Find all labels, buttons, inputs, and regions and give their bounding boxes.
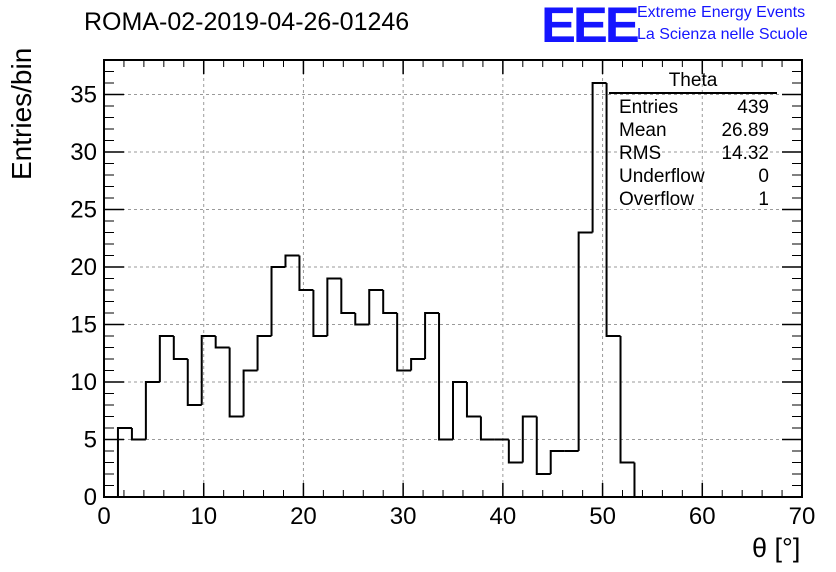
histogram-bin	[256, 335, 272, 371]
histogram-bin	[521, 415, 537, 463]
histogram-bin	[452, 381, 467, 440]
x-axis-label: θ [°]	[752, 533, 801, 563]
histogram-bin	[591, 82, 607, 233]
histogram-bin	[116, 427, 132, 497]
stats-value: 26.89	[721, 120, 769, 141]
logo-mark: EEE	[541, 0, 640, 53]
stats-label: Entries	[619, 97, 679, 118]
histogram-bin	[214, 336, 230, 349]
histogram-bin	[577, 231, 593, 451]
histogram-bin	[368, 289, 384, 325]
histogram-bin	[619, 336, 635, 464]
x-tick-label: 40	[490, 503, 517, 530]
histogram-bin	[465, 382, 481, 418]
y-tick-label: 20	[70, 254, 97, 281]
stats-value: 1	[758, 189, 769, 210]
histogram-bin	[242, 369, 258, 417]
chart-title: ROMA-02-2019-04-26-01246	[84, 8, 410, 36]
histogram-bin	[424, 312, 440, 359]
histogram-bin	[228, 347, 244, 418]
logo-line-2: La Scienza nelle Scuole	[637, 26, 808, 43]
stats-label: Overflow	[619, 189, 694, 210]
y-tick-label: 30	[70, 139, 97, 166]
stats-value: 0	[758, 166, 769, 187]
histogram-bin	[326, 277, 342, 336]
x-tick-label: 50	[589, 503, 616, 530]
logo-line-1: Extreme Energy Events	[637, 4, 806, 21]
stats-row: Underflow 0	[609, 165, 777, 188]
histogram-bin	[535, 416, 551, 475]
y-tick-label: 35	[70, 82, 97, 109]
y-tick-label: 25	[70, 197, 97, 224]
stats-row: Mean 26.89	[609, 119, 777, 142]
x-tick-label: 20	[290, 503, 317, 530]
y-tick-label: 0	[84, 484, 97, 511]
x-tick-label: 10	[190, 503, 217, 530]
histogram-bin	[410, 358, 426, 371]
stats-label: Underflow	[619, 166, 705, 187]
histogram-bin	[382, 290, 398, 314]
x-tick-label: 70	[789, 503, 816, 530]
histogram-bin	[479, 416, 495, 441]
stats-row: Entries 439	[609, 96, 777, 119]
x-tick-label: 30	[390, 503, 417, 530]
stats-row: Overflow 1	[609, 188, 777, 211]
histogram-bin	[144, 381, 160, 440]
y-tick-label: 10	[70, 369, 97, 396]
y-axis-label: Entries/bin	[6, 47, 37, 180]
histogram-bin	[507, 439, 523, 464]
y-tick-label: 15	[70, 312, 97, 339]
histogram-bin	[158, 335, 174, 382]
histogram-bin	[354, 313, 370, 326]
histogram-bin	[284, 254, 300, 267]
stats-value: 14.32	[721, 143, 769, 164]
x-tick-label: 60	[689, 503, 716, 530]
stats-box: Theta Entries 439 Mean 26.89 RMS 14.32 U…	[609, 71, 777, 211]
x-tick-label: 0	[97, 503, 110, 530]
histogram-bars	[116, 82, 636, 497]
histogram-bin	[298, 255, 314, 291]
histogram-bin	[605, 83, 621, 337]
histogram-bin	[396, 313, 412, 372]
histogram-bin	[312, 290, 328, 337]
histogram-bin	[340, 278, 356, 314]
histogram-bin	[270, 266, 286, 336]
histogram-bin	[186, 359, 202, 406]
histogram-bin	[549, 450, 565, 474]
histogram-bin	[130, 428, 146, 441]
histogram-bin	[172, 336, 188, 360]
histogram-bin	[438, 313, 453, 441]
stats-label: RMS	[619, 143, 662, 164]
stats-row: RMS 14.32	[609, 142, 777, 165]
y-tick-label: 5	[84, 427, 97, 454]
stats-label: Mean	[619, 120, 667, 141]
stats-value: 439	[737, 97, 769, 118]
axis-ticks	[103, 59, 803, 498]
stats-title: Theta	[609, 71, 777, 94]
histogram-bin	[200, 335, 216, 405]
